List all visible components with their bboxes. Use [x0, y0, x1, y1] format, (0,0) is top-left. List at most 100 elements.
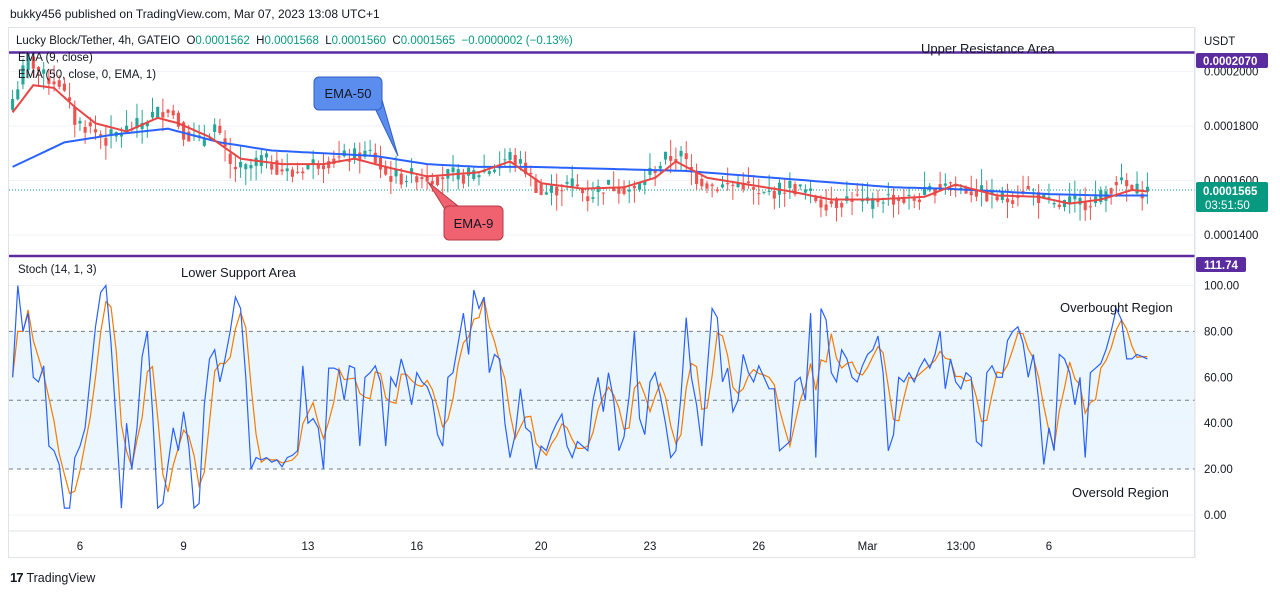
candle [772, 186, 776, 210]
candle [498, 151, 502, 176]
stoch-tick-label: 80.00 [1204, 326, 1233, 338]
stoch-tick-label: 60.00 [1204, 372, 1233, 384]
candle [213, 118, 217, 141]
candle [239, 145, 243, 178]
legend-high-label: H [256, 35, 265, 47]
candle [938, 171, 942, 190]
candle [560, 183, 564, 207]
candle [840, 201, 844, 217]
time-tick-label: 16 [410, 541, 423, 553]
svg-text:111.74: 111.74 [1204, 260, 1239, 272]
candle [860, 183, 864, 212]
candle [777, 179, 782, 208]
candle [31, 53, 35, 78]
candle [757, 178, 761, 206]
candle [513, 147, 517, 173]
time-tick-label: 26 [752, 541, 765, 553]
candle [850, 191, 854, 216]
candle [244, 162, 248, 186]
ema9-callout: EMA-9 [427, 181, 504, 241]
candle [596, 179, 600, 206]
price-legend: Lucky Block/Tether, 4h, GATEIO O0.000156… [16, 35, 573, 47]
candle [202, 124, 206, 148]
candle [161, 98, 165, 132]
candle [1083, 187, 1087, 221]
candle [441, 166, 445, 195]
price-axis-currency: USDT [1204, 36, 1235, 48]
candle [591, 181, 595, 203]
ema50-callout-box [313, 76, 383, 111]
candle [404, 175, 408, 188]
candle [461, 168, 465, 189]
candle [233, 155, 237, 183]
time-tick-label: 13 [302, 541, 315, 553]
candle [695, 163, 699, 191]
time-tick-label: Mar [858, 541, 878, 553]
candle [1135, 171, 1139, 196]
stoch-tick-label: 20.00 [1204, 464, 1233, 476]
candlesticks [11, 52, 1149, 222]
ema9-callout-label: EMA-9 [454, 216, 494, 231]
time-tick-label: 9 [180, 541, 186, 553]
candle [648, 153, 652, 179]
candle [280, 158, 284, 176]
candle [788, 172, 792, 200]
candle [57, 74, 61, 90]
candle [658, 161, 662, 174]
candle [570, 165, 574, 198]
candle [565, 175, 569, 191]
candle [917, 192, 921, 210]
price-tick-label: 0.0001400 [1204, 230, 1258, 242]
candle [1119, 163, 1124, 185]
tradingview-logo[interactable]: 17 TradingView [10, 570, 95, 585]
candle [871, 192, 875, 219]
resistance-badge: 0.0002070 [1196, 53, 1268, 68]
candle [451, 155, 455, 182]
candle [907, 188, 911, 210]
stoch-legend[interactable]: Stoch (14, 1, 3) [18, 264, 97, 276]
candle [720, 176, 725, 189]
lower-support-label: Lower Support Area [181, 265, 297, 280]
candle [99, 130, 103, 150]
candle [1094, 180, 1098, 207]
candle [171, 104, 175, 120]
candle [104, 125, 108, 160]
ema50-callout: EMA-50 [313, 76, 399, 157]
candle [544, 183, 548, 195]
candle [36, 66, 41, 87]
candle [109, 115, 113, 149]
stoch-k-line [12, 283, 1148, 510]
svg-text:0.0002070: 0.0002070 [1203, 56, 1257, 68]
legend-symbol: Lucky Block/Tether, 4h, GATEIO [16, 35, 181, 47]
stoch-axis: 100.00 80.00 60.00 40.00 20.00 0.00 [1204, 281, 1239, 522]
candle [415, 173, 419, 191]
candle [47, 68, 51, 95]
candle [378, 145, 383, 179]
candle [492, 164, 497, 174]
candle [819, 195, 823, 218]
candle [62, 77, 66, 93]
ema50-legend[interactable]: EMA (50, close, 0, EMA, 1) [18, 69, 157, 81]
legend-high: 0.0001568 [264, 35, 319, 47]
stoch-tick-label: 40.00 [1204, 418, 1233, 430]
candle [508, 147, 512, 173]
candle [881, 197, 885, 213]
candle [700, 174, 704, 191]
candle [399, 168, 403, 189]
candle [11, 89, 15, 112]
candle [456, 164, 460, 190]
candle [731, 182, 735, 200]
candle [674, 147, 678, 171]
candle [762, 191, 766, 195]
candle [534, 173, 538, 194]
ema50-callout-label: EMA-50 [325, 86, 372, 101]
candle [358, 142, 362, 174]
candle [663, 151, 668, 165]
candle [995, 192, 999, 202]
candle [1114, 176, 1118, 198]
legend-close: 0.0001565 [400, 35, 456, 47]
candle [798, 184, 802, 190]
ema9-legend[interactable]: EMA (9, close) [18, 52, 93, 64]
